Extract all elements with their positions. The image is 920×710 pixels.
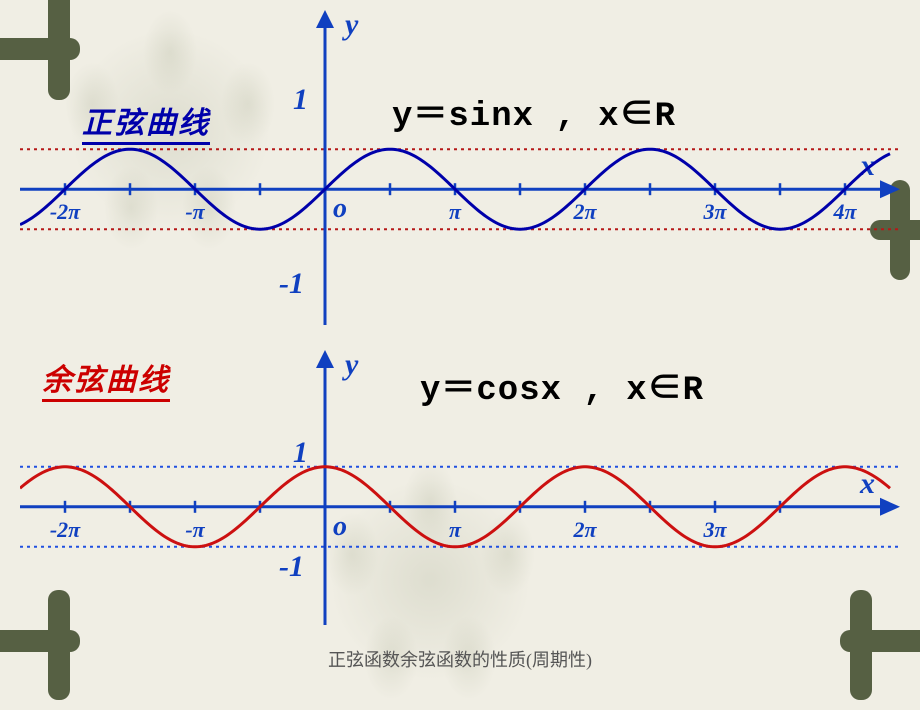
svg-text:y: y bbox=[342, 350, 359, 381]
svg-text:π: π bbox=[449, 199, 462, 224]
cosine-svg: yxo1-1-2π-ππ2π3π bbox=[20, 350, 900, 630]
svg-text:-2π: -2π bbox=[50, 517, 81, 542]
svg-text:2π: 2π bbox=[572, 517, 597, 542]
cosine-chart: yxo1-1-2π-ππ2π3π bbox=[20, 350, 900, 630]
svg-text:o: o bbox=[333, 511, 347, 542]
svg-text:-π: -π bbox=[185, 199, 205, 224]
svg-text:π: π bbox=[449, 517, 462, 542]
sine-chart: yxo1-1-2π-ππ2π3π4π bbox=[20, 10, 900, 330]
svg-text:y: y bbox=[342, 10, 359, 41]
svg-text:o: o bbox=[333, 193, 347, 224]
svg-text:1: 1 bbox=[293, 436, 308, 469]
svg-text:3π: 3π bbox=[702, 199, 727, 224]
svg-text:1: 1 bbox=[293, 83, 308, 116]
sine-svg: yxo1-1-2π-ππ2π3π4π bbox=[20, 10, 900, 330]
svg-text:-1: -1 bbox=[279, 550, 304, 583]
svg-text:-2π: -2π bbox=[50, 199, 81, 224]
svg-text:2π: 2π bbox=[572, 199, 597, 224]
svg-text:-π: -π bbox=[185, 517, 205, 542]
svg-text:4π: 4π bbox=[832, 199, 857, 224]
svg-text:-1: -1 bbox=[279, 267, 304, 300]
svg-text:3π: 3π bbox=[702, 517, 727, 542]
slide-caption: 正弦函数余弦函数的性质(周期性) bbox=[0, 646, 920, 672]
